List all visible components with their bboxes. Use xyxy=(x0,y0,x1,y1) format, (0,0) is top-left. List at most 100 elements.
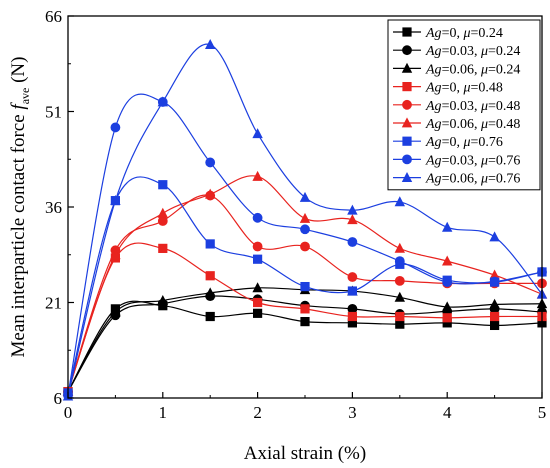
data-point-s3 xyxy=(110,306,121,317)
y-axis-title-symbol: f xyxy=(8,102,29,110)
data-point-s1 xyxy=(205,311,215,322)
legend-mu-symbol: μ xyxy=(462,26,470,41)
legend-ag-value: =0.03, xyxy=(442,44,481,59)
data-point-s3 xyxy=(252,282,263,293)
legend-marker xyxy=(402,82,412,92)
data-point-s5 xyxy=(157,216,168,226)
legend-marker xyxy=(401,62,413,73)
data-point-s6 xyxy=(205,188,216,199)
legend-ag-value: =0.06, xyxy=(442,117,481,132)
legend-label: Ag=0.03, μ=0.48 xyxy=(425,99,520,114)
data-point-s6 xyxy=(394,242,405,253)
legend-mu-symbol: μ xyxy=(462,135,470,150)
legend-label: Ag=0.06, μ=0.48 xyxy=(425,117,520,132)
legend-ag-symbol: Ag xyxy=(425,172,442,187)
legend-marker xyxy=(401,117,413,128)
x-tick-label: 2 xyxy=(253,403,262,422)
data-point-s7 xyxy=(158,180,168,190)
legend-marker xyxy=(402,45,412,56)
legend-ag-value: =0, xyxy=(442,81,464,96)
legend-label: Ag=0, μ=0.48 xyxy=(425,81,503,96)
legend-entry-7: Ag=0, μ=0.76 xyxy=(393,135,503,150)
legend-entry-1: Ag=0, μ=0.24 xyxy=(393,26,503,41)
legend-ag-symbol: Ag xyxy=(425,135,442,150)
legend-entry-5: Ag=0.03, μ=0.48 xyxy=(393,99,520,114)
y-tick-label: 36 xyxy=(45,198,62,217)
data-point-s1 xyxy=(442,318,452,328)
legend-mu-value: =0.48 xyxy=(471,81,503,96)
data-point-s6 xyxy=(252,170,263,181)
data-point-s9 xyxy=(394,196,405,207)
legend-mu-symbol: μ xyxy=(462,81,470,96)
data-point-s3 xyxy=(442,301,453,312)
data-point-s5 xyxy=(300,241,310,252)
data-point-s2 xyxy=(347,303,358,314)
data-point-s9 xyxy=(252,128,263,139)
legend-mu-value: =0.76 xyxy=(488,172,520,187)
data-point-s8 xyxy=(394,256,405,267)
legend-mu-symbol: μ xyxy=(480,153,488,168)
series-line-1 xyxy=(67,300,543,392)
y-tick-label: 6 xyxy=(54,389,63,408)
data-point-s1 xyxy=(347,318,357,328)
legend-ag-symbol: Ag xyxy=(425,153,442,168)
y-axis-title-unit: (N) xyxy=(8,57,29,88)
y-tick-label: 66 xyxy=(45,7,62,26)
data-point-s5 xyxy=(252,241,263,252)
legend-entry-8: Ag=0.03, μ=0.76 xyxy=(393,153,520,168)
axis-ticks xyxy=(67,15,543,399)
data-point-s8 xyxy=(300,224,310,235)
legend-ag-symbol: Ag xyxy=(425,99,442,114)
data-point-s9 xyxy=(110,195,121,206)
data-point-s4 xyxy=(300,304,310,314)
data-point-s9 xyxy=(205,39,216,50)
legend-mu-value: =0.76 xyxy=(471,135,503,150)
legend-label: Ag=0, μ=0.76 xyxy=(425,135,503,150)
y-axis-title-subscript: ave xyxy=(18,88,32,105)
series-line-4 xyxy=(67,242,543,392)
data-point-s6 xyxy=(110,249,121,260)
legend-entry-4: Ag=0, μ=0.48 xyxy=(393,81,503,96)
y-tick-label: 51 xyxy=(45,103,62,122)
legend-marker xyxy=(402,99,412,110)
legend-entry-9: Ag=0.06, μ=0.76 xyxy=(393,172,520,187)
legend-mu-symbol: μ xyxy=(480,172,488,187)
data-point-s6 xyxy=(347,214,358,225)
x-tick-label: 3 xyxy=(348,403,357,422)
legend-ag-value: =0, xyxy=(442,26,464,41)
legend-ag-value: =0.03, xyxy=(442,99,481,114)
data-point-s8 xyxy=(347,237,358,247)
legend-entry-2: Ag=0.03, μ=0.24 xyxy=(393,44,520,59)
data-point-s5 xyxy=(394,275,405,286)
data-point-s8 xyxy=(442,277,453,288)
data-point-s1 xyxy=(253,308,263,318)
data-point-s7 xyxy=(300,281,310,292)
data-point-s1 xyxy=(395,319,405,329)
data-point-s3 xyxy=(205,287,216,298)
y-axis-title-main: Mean interparticle contact force xyxy=(8,110,29,358)
x-tick-label: 5 xyxy=(538,403,547,422)
legend-entry-3: Ag=0.06, μ=0.24 xyxy=(393,62,520,77)
legend-entry-6: Ag=0.06, μ=0.48 xyxy=(393,117,520,132)
legend-mu-value: =0.76 xyxy=(488,153,520,168)
data-point-s4 xyxy=(158,243,168,253)
legend-mu-value: =0.24 xyxy=(488,62,520,77)
legend-mu-symbol: μ xyxy=(480,117,488,132)
legend-label: Ag=0, μ=0.24 xyxy=(425,26,503,41)
legend-ag-symbol: Ag xyxy=(425,117,442,132)
data-point-s8 xyxy=(252,212,263,223)
legend-mu-value: =0.48 xyxy=(488,99,520,114)
x-tick-label: 0 xyxy=(64,403,73,422)
data-point-s7 xyxy=(253,254,263,264)
data-point-s9 xyxy=(157,96,168,107)
data-point-s4 xyxy=(205,271,215,281)
data-point-s4 xyxy=(490,311,500,322)
legend-ag-symbol: Ag xyxy=(425,62,442,77)
axis-tick-labels: 0 1 2 3 4 5 6 21 36 51 66 xyxy=(45,7,546,422)
data-point-s9 xyxy=(299,191,311,202)
data-point-s3 xyxy=(157,294,168,305)
data-point-s4 xyxy=(395,311,405,322)
data-point-s6 xyxy=(442,255,453,266)
data-point-s5 xyxy=(347,272,358,282)
